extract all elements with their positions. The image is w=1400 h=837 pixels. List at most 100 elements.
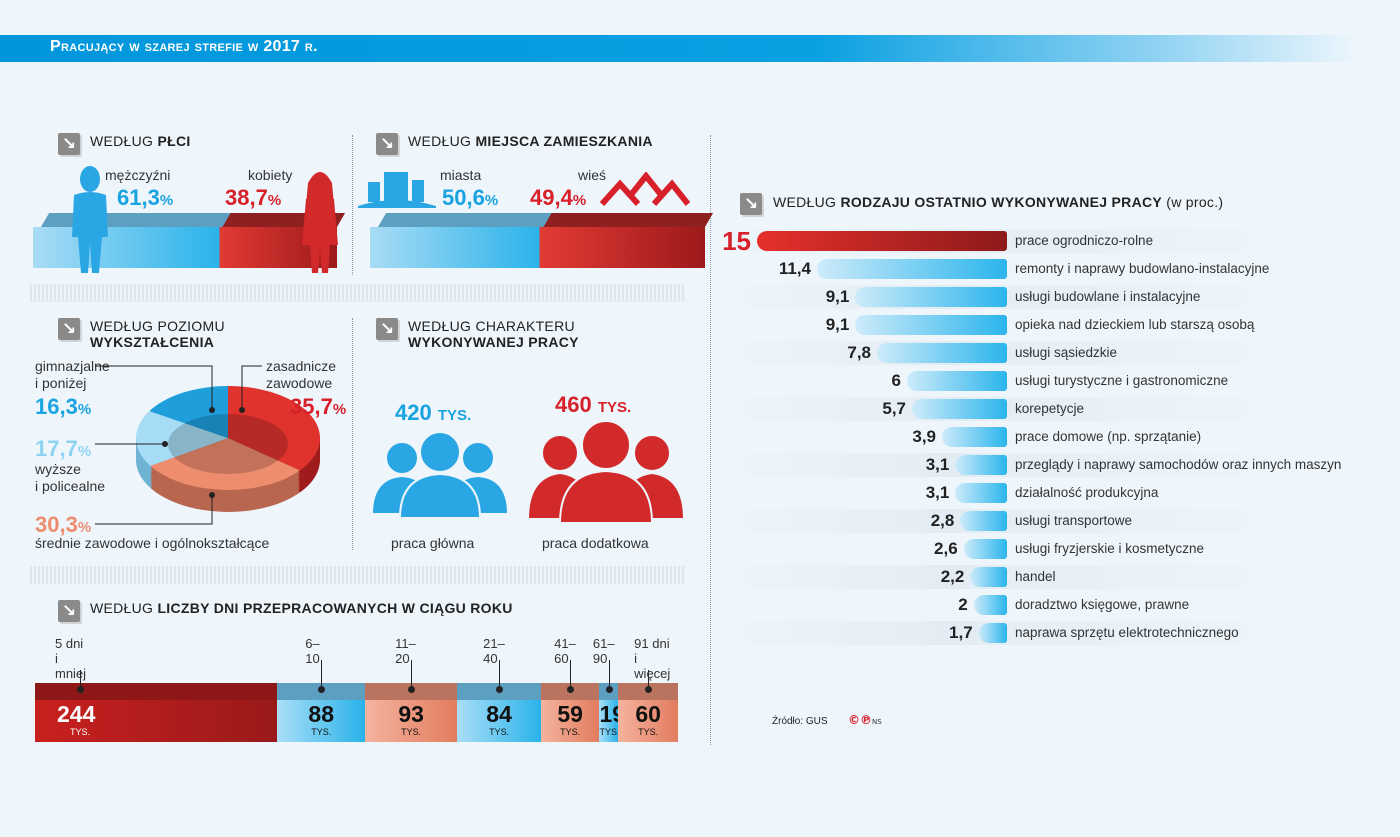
days-value: 244 — [57, 701, 96, 727]
label-gimnazjalne: gimnazjalne i poniżej — [35, 358, 110, 391]
work-type-bar — [877, 343, 1007, 363]
work-type-label: opieka nad dzieckiem lub starszą osobą — [1015, 317, 1255, 332]
days-value: 84 — [486, 701, 512, 727]
arrow-icon: ↘ — [58, 600, 80, 622]
education-heading: WEDŁUG POZIOMU WYKSZTAŁCENIA — [90, 318, 225, 350]
work-type-label: prace ogrodniczo-rolne — [1015, 233, 1154, 248]
days-tick — [605, 660, 613, 693]
work-type-row: 11,4 remonty i naprawy budowlano-instalac… — [720, 257, 1290, 281]
days-segment: 88 TYS. — [277, 683, 365, 742]
days-value: 88 — [308, 701, 334, 727]
divider — [352, 318, 353, 550]
work-type-row: 7,8 usługi sąsiedzkie — [720, 341, 1290, 365]
work-type-label: usługi fryzjerskie i kosmetyczne — [1015, 541, 1205, 556]
work-type-value: 2,6 — [934, 539, 958, 558]
work-type-label: remonty i naprawy budowlano-instalacyjne — [1015, 261, 1270, 276]
days-unit: TYS. — [311, 727, 332, 737]
city-icon — [358, 172, 436, 208]
days-tick — [496, 660, 504, 693]
work-type-value: 2 — [958, 595, 968, 614]
days-tick — [408, 660, 416, 693]
gender-heading: WEDŁUG PŁCI — [90, 133, 191, 149]
days-heading: WEDŁUG LICZBY DNI PRZEPRACOWANYCH W CIĄG… — [90, 600, 513, 616]
source-note: Źródło: GUS — [772, 716, 828, 727]
work-type-row: 3,1 działalność produkcyjna — [720, 481, 1290, 505]
work-type-row: 9,1 opieka nad dzieckiem lub starszą osob… — [720, 313, 1290, 337]
work-type-value: 3,1 — [925, 455, 950, 474]
work-type-value: 15 — [722, 226, 751, 256]
work-type-bar — [978, 623, 1007, 643]
main-work-label: praca główna — [391, 535, 475, 551]
work-type-value: 6 — [891, 371, 901, 390]
donut-hole — [168, 414, 288, 474]
man-icon — [72, 166, 108, 273]
work-type-label: doradztwo księgowe, prawne — [1015, 597, 1190, 612]
work-type-row: 2,6 usługi fryzjerskie i kosmetyczne — [720, 537, 1290, 561]
arrow-icon: ↘ — [376, 318, 398, 340]
work-type-bar — [907, 371, 1007, 391]
label-zasadnicze: zasadnicze zawodowe — [266, 358, 337, 391]
work-type-row: 2,8 usługi transportowe — [720, 509, 1290, 533]
work-type-bar — [855, 315, 1007, 335]
title-bar — [0, 35, 1360, 62]
work-type-value: 2,2 — [940, 567, 965, 586]
work-type-value: 2,8 — [930, 511, 955, 530]
days-tick — [318, 660, 326, 693]
village-icon — [600, 172, 690, 206]
work-type-label: usługi turystyczne i gastronomiczne — [1015, 373, 1229, 388]
days-value: 60 — [635, 701, 661, 727]
woman-icon — [302, 172, 338, 273]
arrow-icon: ↘ — [740, 193, 762, 215]
work-type-label: działalność produkcyjna — [1015, 485, 1159, 500]
work-type-value: 3,9 — [912, 427, 936, 446]
label-wyzsze: wyższe i policealne — [35, 461, 106, 494]
work-type-row: 5,7 korepetycje — [720, 397, 1290, 421]
work-type-bar — [963, 539, 1007, 559]
work-type-value: 9,1 — [825, 287, 850, 306]
divider — [710, 135, 711, 745]
work-type-label: handel — [1015, 569, 1056, 584]
work-type-bar — [757, 231, 1007, 251]
women-label: kobiety — [248, 167, 293, 183]
pie-slice — [136, 410, 228, 466]
days-tick — [77, 670, 84, 693]
value-gimnazjalne: 16,3% — [35, 394, 92, 419]
arrow-icon: ↘ — [376, 133, 398, 155]
men-label: mężczyźni — [105, 167, 171, 183]
work-type-label: przeglądy i naprawy samochodów oraz inny… — [1015, 457, 1342, 472]
work-type-heading: WEDŁUG RODZAJU OSTATNIO WYKONYWANEJ PRAC… — [773, 194, 1224, 210]
work-type-label: usługi budowlane i instalacyjne — [1015, 289, 1201, 304]
days-value: 19 — [599, 701, 626, 727]
work-type-bar — [960, 511, 1007, 531]
men-value: 61,3% — [117, 185, 174, 210]
city-value: 50,6% — [442, 185, 499, 210]
work-character-heading: WEDŁUG CHARAKTERU WYKONYWANEJ PRACY — [408, 318, 579, 350]
work-type-row: 2 doradztwo księgowe, prawne — [720, 593, 1290, 617]
work-type-row: 6 usługi turystyczne i gastronomiczne — [720, 369, 1290, 393]
people-red-icon — [526, 420, 686, 524]
work-type-label: usługi transportowe — [1015, 513, 1133, 528]
days-value: 59 — [557, 701, 583, 727]
page-title: Pracujący w szarej strefie w 2017 r. — [50, 38, 318, 55]
work-type-bar — [942, 427, 1007, 447]
days-unit: TYS. — [599, 727, 620, 737]
days-value: 93 — [398, 701, 424, 727]
work-type-row: 1,7 naprawa sprzętu elektrotechnicznego — [720, 621, 1290, 645]
value-wyzsze: 17,7% — [35, 436, 92, 461]
work-type-bar — [817, 259, 1007, 279]
label-srednie: średnie zawodowe i ogólnokształcące — [35, 535, 270, 551]
residence-bar — [370, 213, 714, 268]
work-type-bar — [973, 595, 1007, 615]
days-bar: 244 TYS. 88 TYS. 93 TYS. 84 TYS. 59 TYS. 19 TYS. 60 T… — [35, 683, 678, 742]
work-type-value: 1,7 — [949, 623, 973, 642]
work-type-value: 3,1 — [925, 483, 950, 502]
divider-band — [30, 284, 685, 302]
work-type-row: 15 prace ogrodniczo-rolne — [720, 226, 1290, 256]
days-category-label: 61–90 — [592, 636, 615, 666]
work-type-value: 7,8 — [847, 343, 871, 362]
extra-work-label: praca dodatkowa — [542, 535, 649, 551]
days-category-label: 91 dni i więcej — [634, 636, 671, 681]
work-type-row: 3,1 przeglądy i naprawy samochodów oraz i… — [720, 453, 1341, 477]
work-type-row: 2,2 handel — [720, 565, 1290, 589]
women-value: 38,7% — [225, 185, 282, 210]
